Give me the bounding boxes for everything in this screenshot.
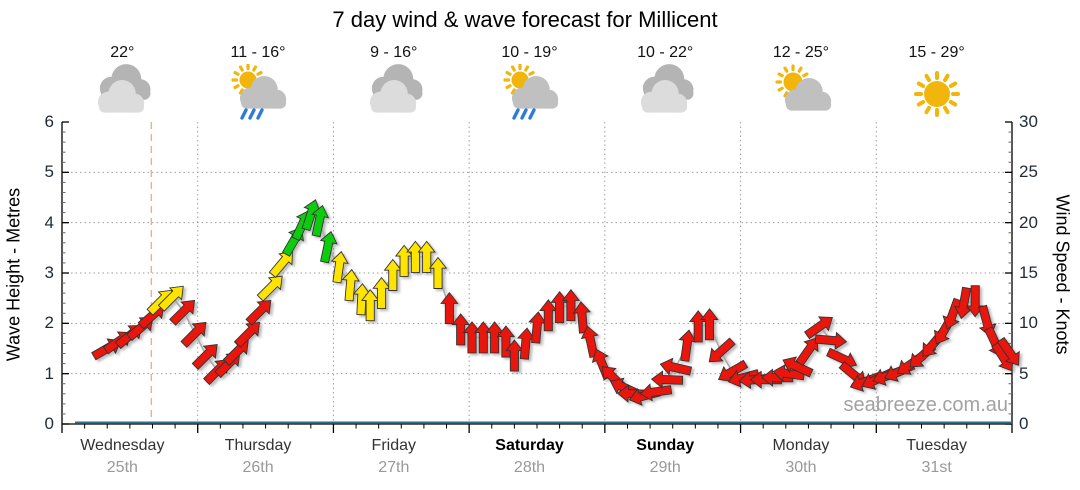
day-date-label: 28th [513, 459, 546, 476]
wind-arrow [234, 321, 261, 348]
day-name-label: Saturday [495, 437, 564, 454]
day-temp-range: 15 - 29° [908, 44, 965, 61]
wind-axis-tick-label: 20 [1019, 212, 1038, 232]
wind-arrow [440, 291, 459, 325]
sunny-icon [905, 64, 969, 129]
wind-axis-tick-label: 5 [1019, 363, 1029, 383]
wind-arrow [782, 356, 814, 378]
wind-arrow [772, 363, 806, 383]
wind-arrow [451, 313, 470, 346]
wave-axis-tick-label: 5 [44, 162, 54, 182]
wind-arrow [191, 344, 218, 370]
watermark: seabreeze.com.au [843, 394, 1008, 416]
day-name-label: Friday [371, 437, 417, 454]
wind-arrow [222, 340, 249, 366]
wind-arrow [428, 256, 448, 289]
wind-arrow [417, 240, 436, 273]
wind-arrow [996, 336, 1020, 366]
day-name-label: Tuesday [906, 437, 968, 454]
wind-arrow [311, 204, 330, 238]
wind-arrow [319, 230, 338, 264]
wind-arrow [639, 383, 673, 402]
wind-arrow [157, 285, 184, 312]
day-temp-range: 10 - 19° [501, 44, 558, 61]
day-temp-range: 11 - 16° [230, 44, 286, 61]
wave-axis-tick-label: 1 [44, 363, 54, 383]
wind-arrow [180, 321, 207, 348]
day-temp-range: 10 - 22° [637, 44, 694, 61]
wind-arrow [942, 297, 963, 330]
wind-axis-tick-label: 30 [1019, 112, 1038, 131]
wave-axis-tick-label: 2 [44, 313, 54, 333]
wind-arrow [804, 316, 833, 340]
day-name-label: Thursday [224, 437, 292, 454]
day-date-label: 25th [106, 459, 138, 476]
wind-arrow [256, 275, 283, 302]
page-title: 7 day wind & wave forecast for Millicent [332, 7, 718, 32]
day-name-label: Monday [772, 437, 830, 454]
wind-arrow [330, 250, 349, 284]
wind-arrow [814, 331, 848, 350]
wind-arrow [650, 370, 684, 389]
wind-arrow [795, 337, 819, 367]
wind-arrow [341, 268, 360, 302]
wind-arrow [245, 299, 272, 326]
wind-arrow [268, 250, 293, 279]
wind-arrow [496, 325, 516, 358]
day-name-label: Wednesday [80, 437, 165, 454]
wind-arrow [700, 308, 719, 341]
day-name-label: Sunday [636, 437, 695, 454]
wave-axis-tick-label: 4 [44, 212, 54, 232]
day-date-label: 31st [921, 459, 952, 476]
wind-axis-tick-label: 0 [1019, 414, 1029, 433]
wave-axis-tick-label: 6 [44, 112, 54, 131]
wind-arrow [561, 288, 581, 322]
day-temp-range: 22° [110, 44, 135, 61]
wind-axis-tick-label: 10 [1019, 313, 1038, 333]
day-date-label: 30th [785, 459, 817, 476]
wind-arrow [572, 301, 592, 334]
sun-cloud-icon [769, 64, 833, 129]
wind-arrow [539, 299, 558, 332]
day-temp-range: 9 - 16° [370, 44, 418, 61]
cloudy-icon [362, 64, 426, 129]
cloudy-icon [90, 64, 154, 129]
sun-cloud-rain-icon [226, 63, 290, 129]
cloudy-icon [633, 64, 697, 129]
sun-cloud-rain-icon [498, 63, 562, 129]
wave-axis-tick-label: 3 [44, 263, 54, 282]
day-date-label: 29th [649, 459, 681, 476]
wind-arrow [659, 357, 693, 376]
wind-axis-tick-label: 25 [1019, 162, 1038, 182]
wind-arrow [708, 337, 736, 363]
wind-axis-tick-label: 15 [1019, 263, 1038, 282]
day-date-label: 27th [378, 459, 410, 476]
wave-axis-tick-label: 0 [44, 414, 54, 433]
day-temp-range: 12 - 25° [772, 44, 830, 61]
wind-arrow [169, 299, 196, 326]
wind-arrow [372, 276, 391, 310]
wind-series [91, 199, 1020, 406]
day-date-label: 26th [242, 459, 274, 476]
